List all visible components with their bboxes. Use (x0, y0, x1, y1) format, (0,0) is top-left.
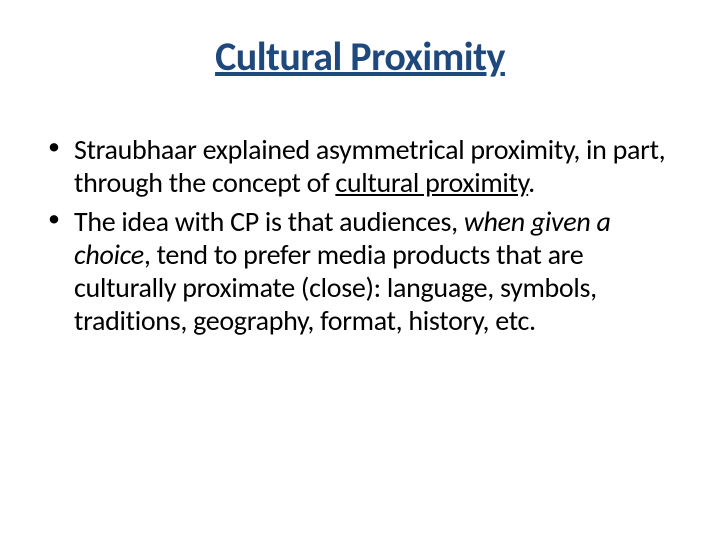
bullet-text-post: , tend to prefer media products that are… (74, 237, 597, 338)
slide-title: Cultural Proximity (40, 32, 680, 81)
bullet-text-post: . (528, 165, 535, 200)
list-item: Straubhaar explained asymmetrical proxim… (44, 133, 680, 199)
slide: Cultural Proximity Straubhaar explained … (0, 0, 720, 540)
bullet-text-pre: The idea with CP is that audiences, (74, 204, 464, 239)
list-item: The idea with CP is that audiences, when… (44, 205, 680, 337)
bullet-list: Straubhaar explained asymmetrical proxim… (40, 133, 680, 337)
bullet-text-underlined: cultural proximity (335, 165, 528, 200)
